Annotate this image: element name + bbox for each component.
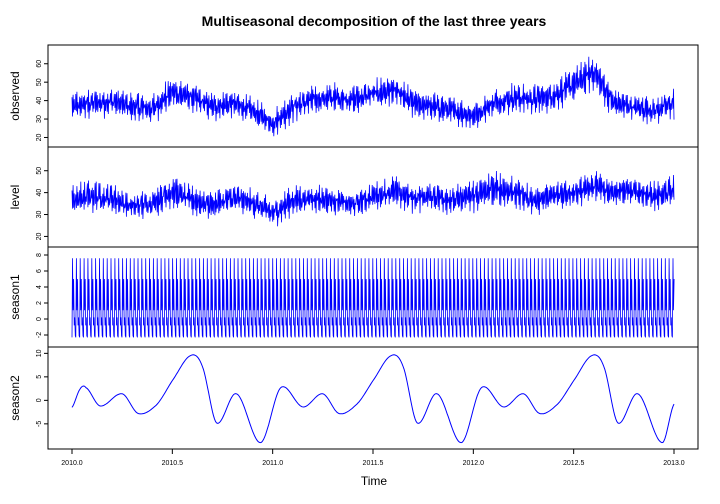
x-axis: 2010.0 2010.5 2011.0 2011.5 2012.0 2012.5 2013… (61, 448, 685, 467)
x-tick-label: 2013.0 (663, 460, 685, 467)
panel-season2-line (71, 354, 675, 444)
panel-season2-y-ticks: -5 0 5 10 (36, 349, 48, 427)
panel-season2: -5 0 5 10 season2 (8, 346, 699, 450)
x-tick-label: 2012.0 (463, 460, 485, 467)
panel-observed: 20 30 40 50 60 observed (8, 44, 699, 148)
y-tick-label: 40 (36, 189, 43, 197)
panel-season2-frame (47, 346, 699, 450)
panel-observed-ylabel: observed (8, 71, 22, 120)
panel-season2-ylabel: season2 (8, 375, 22, 421)
y-tick-label: 8 (36, 253, 43, 257)
y-tick-label: 0 (36, 317, 43, 321)
panel-level-line (71, 170, 675, 227)
chart-title: Multiseasonal decomposition of the last … (202, 13, 547, 29)
x-tick-label: 2011.0 (262, 460, 283, 467)
y-tick-label: 4 (36, 285, 43, 289)
y-tick-label: 30 (36, 211, 43, 219)
y-tick-label: -5 (36, 421, 43, 427)
x-tick-label: 2012.5 (563, 460, 585, 467)
x-axis-label: Time (361, 474, 388, 488)
y-tick-label: 50 (36, 78, 43, 86)
y-tick-label: 50 (36, 167, 43, 175)
panel-season1-line (71, 258, 675, 338)
y-tick-label: 60 (36, 60, 43, 68)
x-tick-label: 2010.5 (162, 460, 184, 467)
x-tick-label: 2010.0 (61, 460, 83, 467)
panel-season1: -2 0 2 4 6 8 season1 (8, 246, 699, 348)
panel-level-y-ticks: 20 30 40 50 (36, 167, 48, 240)
y-tick-label: 6 (36, 269, 43, 273)
panel-season1-y-ticks: -2 0 2 4 6 8 (36, 253, 48, 338)
panel-observed-y-ticks: 20 30 40 50 60 (36, 60, 48, 141)
y-tick-label: -2 (36, 332, 43, 338)
panel-level: 20 30 40 50 level (8, 146, 699, 248)
y-tick-label: 10 (36, 349, 43, 357)
panel-level-ylabel: level (8, 185, 22, 210)
y-tick-label: 40 (36, 97, 43, 105)
y-tick-label: 30 (36, 115, 43, 123)
x-tick-label: 2011.5 (363, 460, 384, 467)
y-tick-label: 0 (36, 398, 43, 402)
y-tick-label: 20 (36, 232, 43, 240)
y-tick-label: 20 (36, 133, 43, 141)
panel-observed-line (71, 56, 675, 137)
panel-season1-ylabel: season1 (8, 274, 22, 320)
y-tick-label: 5 (36, 375, 43, 379)
y-tick-label: 2 (36, 301, 43, 305)
